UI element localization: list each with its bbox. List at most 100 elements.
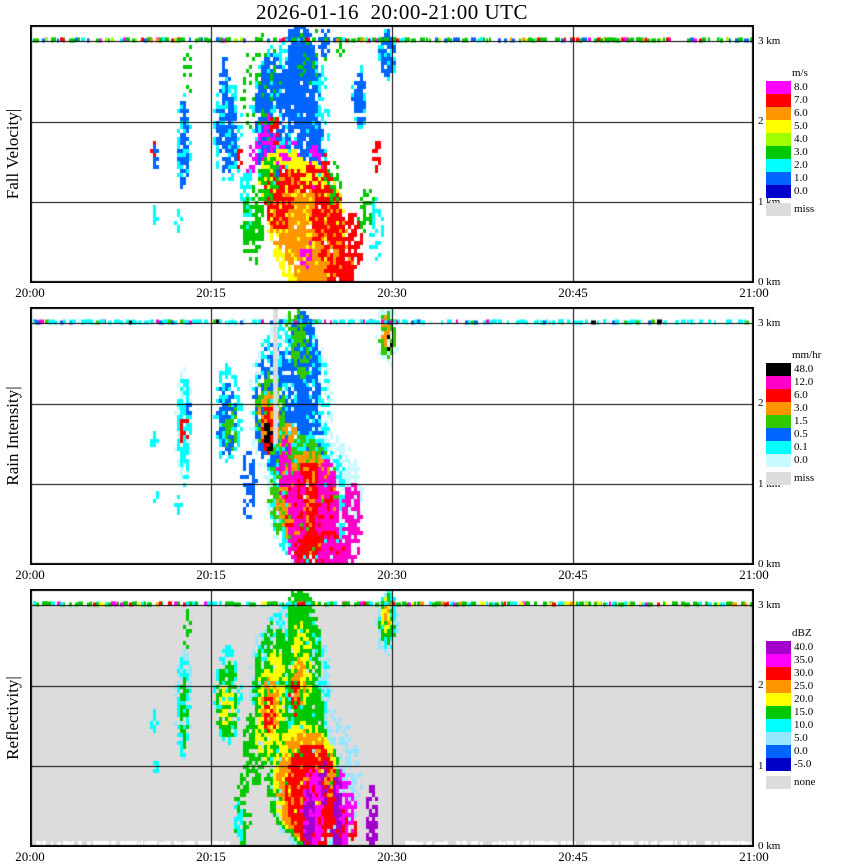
legend-swatch: [766, 441, 791, 454]
legend-swatch: [766, 654, 791, 667]
legend-entry: 7.0: [766, 94, 814, 107]
legend-value: 0.0: [794, 185, 808, 197]
legend-swatch: [766, 133, 791, 146]
legend-unit: mm/hr: [792, 349, 822, 361]
legend-swatch: [766, 776, 791, 789]
x-tick-label: 20:00: [15, 567, 45, 582]
x-tick-label: 20:00: [15, 285, 45, 300]
rain-intensity-heatmap: [30, 307, 754, 565]
x-tick-label: 20:45: [558, 567, 588, 582]
fall-velocity-heatmap: [30, 25, 754, 283]
legend-entry: 30.0: [766, 667, 815, 680]
legend-entry: 5.0: [766, 732, 815, 745]
legend-swatch: [766, 107, 791, 120]
x-tick-label: 21:00: [739, 849, 769, 864]
legend-value: 0.1: [794, 441, 808, 453]
x-tick-label: 21:00: [739, 285, 769, 300]
legend-swatch: [766, 667, 791, 680]
legend-entry: 15.0: [766, 706, 815, 719]
legend-swatch: [766, 146, 791, 159]
legend-entry: 6.0: [766, 107, 814, 120]
legend-value: 0.5: [794, 428, 808, 440]
legend-swatch: [766, 415, 791, 428]
legend-value: 5.0: [794, 120, 808, 132]
legend-entry: 48.0: [766, 363, 821, 376]
legend-value: 5.0: [794, 732, 808, 744]
legend-value: 3.0: [794, 146, 808, 158]
y-axis-label: Rain Intensity|: [3, 386, 22, 486]
legend-swatch: [766, 376, 791, 389]
y-axis-label: Reflectivity|: [3, 676, 22, 760]
legend-value: 4.0: [794, 133, 808, 145]
panel-fall-velocity: Fall Velocity| 3 km 2 km 1 km 0 km 20:00…: [0, 25, 850, 307]
panel-rain-intensity: Rain Intensity| 3 km 2 km 1 km 0 km 20:0…: [0, 307, 850, 589]
legend-swatch: [766, 81, 791, 94]
legend-value: 0.0: [794, 454, 808, 466]
legend-swatch: [766, 719, 791, 732]
legend-swatch: [766, 185, 791, 198]
legend-entry-miss: miss: [766, 472, 821, 485]
x-tick-label: 20:30: [377, 849, 407, 864]
legend-value: 1.5: [794, 415, 808, 427]
legend-swatch: [766, 680, 791, 693]
height-tick-label: 3 km: [758, 35, 781, 47]
legend-entry: 5.0: [766, 120, 814, 133]
x-tick-label: 20:30: [377, 285, 407, 300]
legend-value: 40.0: [794, 641, 814, 653]
legend-value: 48.0: [794, 363, 814, 375]
legend-swatch: [766, 389, 791, 402]
x-tick-label: 20:15: [196, 285, 226, 300]
legend-entry: 3.0: [766, 146, 814, 159]
height-tick-label: 3 km: [758, 599, 781, 611]
height-tick-label: 0 km: [758, 840, 781, 852]
legend-entry: 8.0: [766, 81, 814, 94]
legend-swatch: [766, 159, 791, 172]
legend-swatch: [766, 120, 791, 133]
legend-swatch: [766, 94, 791, 107]
panel-reflectivity: Reflectivity| 3 km 2 km 1 km 0 km 20:00 …: [0, 589, 850, 868]
legend-entry: 40.0: [766, 641, 815, 654]
legend-value: miss: [794, 472, 815, 484]
legend-value: 15.0: [794, 706, 814, 718]
reflectivity-heatmap: [30, 589, 754, 847]
legend-swatch: [766, 641, 791, 654]
legend-swatch: [766, 363, 791, 376]
legend-swatch: [766, 203, 791, 216]
legend-entry: 6.0: [766, 389, 821, 402]
legend-entry-none: none: [766, 776, 815, 789]
legend-entry: 1.0: [766, 172, 814, 185]
legend-value: 0.0: [794, 745, 808, 757]
legend-entry: 10.0: [766, 719, 815, 732]
legend-entry: 0.0: [766, 185, 814, 198]
legend-unit: m/s: [792, 67, 808, 79]
legend-swatch: [766, 758, 791, 771]
legend-entry: -5.0: [766, 758, 815, 771]
legend-value: 1.0: [794, 172, 808, 184]
legend-entry: 12.0: [766, 376, 821, 389]
height-tick-label: 0 km: [758, 276, 781, 288]
legend-entry: 1.5: [766, 415, 821, 428]
legend-value: 12.0: [794, 376, 814, 388]
legend-value: 35.0: [794, 654, 814, 666]
legend-swatch: [766, 693, 791, 706]
legend-value: 7.0: [794, 94, 808, 106]
x-tick-label: 20:45: [558, 849, 588, 864]
legend-entry: 2.0: [766, 159, 814, 172]
legend-value: 25.0: [794, 680, 814, 692]
legend-swatch: [766, 402, 791, 415]
legend-entry: 25.0: [766, 680, 815, 693]
legend-entry: 0.1: [766, 441, 821, 454]
legend-fall-velocity: m/s 8.0 7.0 6.0 5.0 4.0 3.0 2.0 1.0 0.0 …: [766, 67, 814, 216]
y-axis-label: Fall Velocity|: [3, 108, 22, 200]
x-tick-label: 20:15: [196, 849, 226, 864]
legend-value: 2.0: [794, 159, 808, 171]
legend-entry: 35.0: [766, 654, 815, 667]
legend-swatch: [766, 745, 791, 758]
legend-unit: dBZ: [792, 627, 812, 639]
legend-value: miss: [794, 203, 815, 215]
legend-entry: 4.0: [766, 133, 814, 146]
legend-entry: 0.0: [766, 745, 815, 758]
page-title: 2026-01-16 20:00-21:00 UTC: [256, 0, 528, 24]
legend-entry: 3.0: [766, 402, 821, 415]
